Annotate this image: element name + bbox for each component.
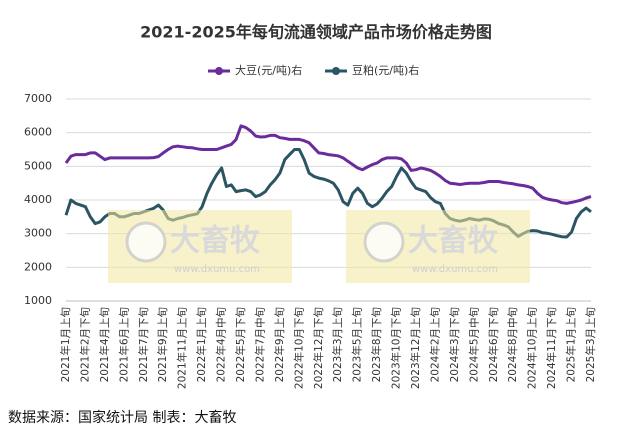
x-tick-label: 2024年11月下旬: [545, 307, 558, 389]
x-tick-label: 2023年3月上旬: [331, 307, 344, 382]
y-tick-label: 1000: [24, 294, 52, 307]
x-tick-label: 2024年3月下旬: [448, 307, 461, 382]
y-tick-label: 3000: [24, 227, 52, 240]
legend: 大豆(元/吨)右 豆粕(元/吨)右: [208, 63, 419, 77]
x-tick-label: 2021年9月上旬: [156, 307, 169, 382]
watermark-url: www.dxumu.com: [412, 264, 498, 275]
x-tick-label: 2021年7月下旬: [137, 307, 150, 382]
x-tick-label: 2022年7月中旬: [253, 307, 266, 382]
watermarks: 大畜牧 www.dxumu.com 大畜牧 www.dxumu.com: [108, 210, 530, 283]
x-tick-label: 2022年9月上旬: [273, 307, 286, 382]
x-tick-label: 2021年4月上旬: [98, 307, 111, 382]
watermark-logo: [125, 221, 167, 263]
x-tick-label: 2021年1月上旬: [59, 307, 72, 382]
x-tick-label: 2024年6月下旬: [487, 307, 500, 382]
legend-marker: [215, 67, 223, 75]
x-tick-label: 2024年5月中旬: [467, 307, 480, 382]
y-tick-label: 5000: [24, 159, 52, 172]
watermark-brand: 大畜牧: [408, 224, 499, 259]
y-tick-label: 2000: [24, 260, 52, 273]
x-tick-label: 2021年2月下旬: [78, 307, 91, 382]
chart-title: 2021-2025年每旬流通领域产品市场价格走势图: [140, 23, 492, 42]
x-tick-label: 2022年1月上旬: [195, 307, 208, 382]
watermark-brand: 大畜牧: [170, 224, 261, 259]
x-tick-label: 2022年5月下旬: [234, 307, 247, 382]
x-tick-label: 2023年5月上旬: [351, 307, 364, 382]
x-tick-label: 2022年10月下旬: [292, 307, 305, 389]
series-line: [64, 124, 592, 205]
grid: 1000 2000 3000 4000 5000 6000 7000 2021年1月上旬 202…: [24, 92, 597, 389]
y-tick-label: 6000: [24, 126, 52, 139]
x-tick-label: 2022年4月中旬: [215, 307, 228, 382]
x-tick-label: 2023年8月下旬: [370, 307, 383, 382]
source-note: 数据来源：国家统计局 制表：大畜牧: [8, 409, 236, 426]
x-tick-label: 2025年1月上旬: [565, 307, 578, 382]
x-tick-label: 2023年10月下旬: [390, 307, 403, 389]
x-tick-label: 2024年10月上旬: [526, 307, 539, 389]
x-tick-label: 2021年11月上旬: [176, 307, 189, 389]
legend-marker: [332, 67, 340, 75]
x-tick-label: 2024年8月中旬: [506, 307, 519, 382]
x-tick-label: 2022年12月下旬: [312, 307, 325, 389]
watermark-logo: [363, 221, 405, 263]
x-tick-label: 2023年12月上旬: [409, 307, 422, 389]
legend-label: 大豆(元/吨)右: [235, 63, 302, 77]
y-tick-label: 7000: [24, 92, 52, 105]
legend-label: 豆粕(元/吨)右: [352, 63, 419, 77]
watermark-url: www.dxumu.com: [174, 264, 260, 275]
x-tick-label: 2025年3月上旬: [584, 307, 597, 382]
x-tick-label: 2024年2月上旬: [428, 307, 441, 382]
y-tick-label: 4000: [24, 193, 52, 206]
x-tick-label: 2021年6月上旬: [117, 307, 130, 382]
